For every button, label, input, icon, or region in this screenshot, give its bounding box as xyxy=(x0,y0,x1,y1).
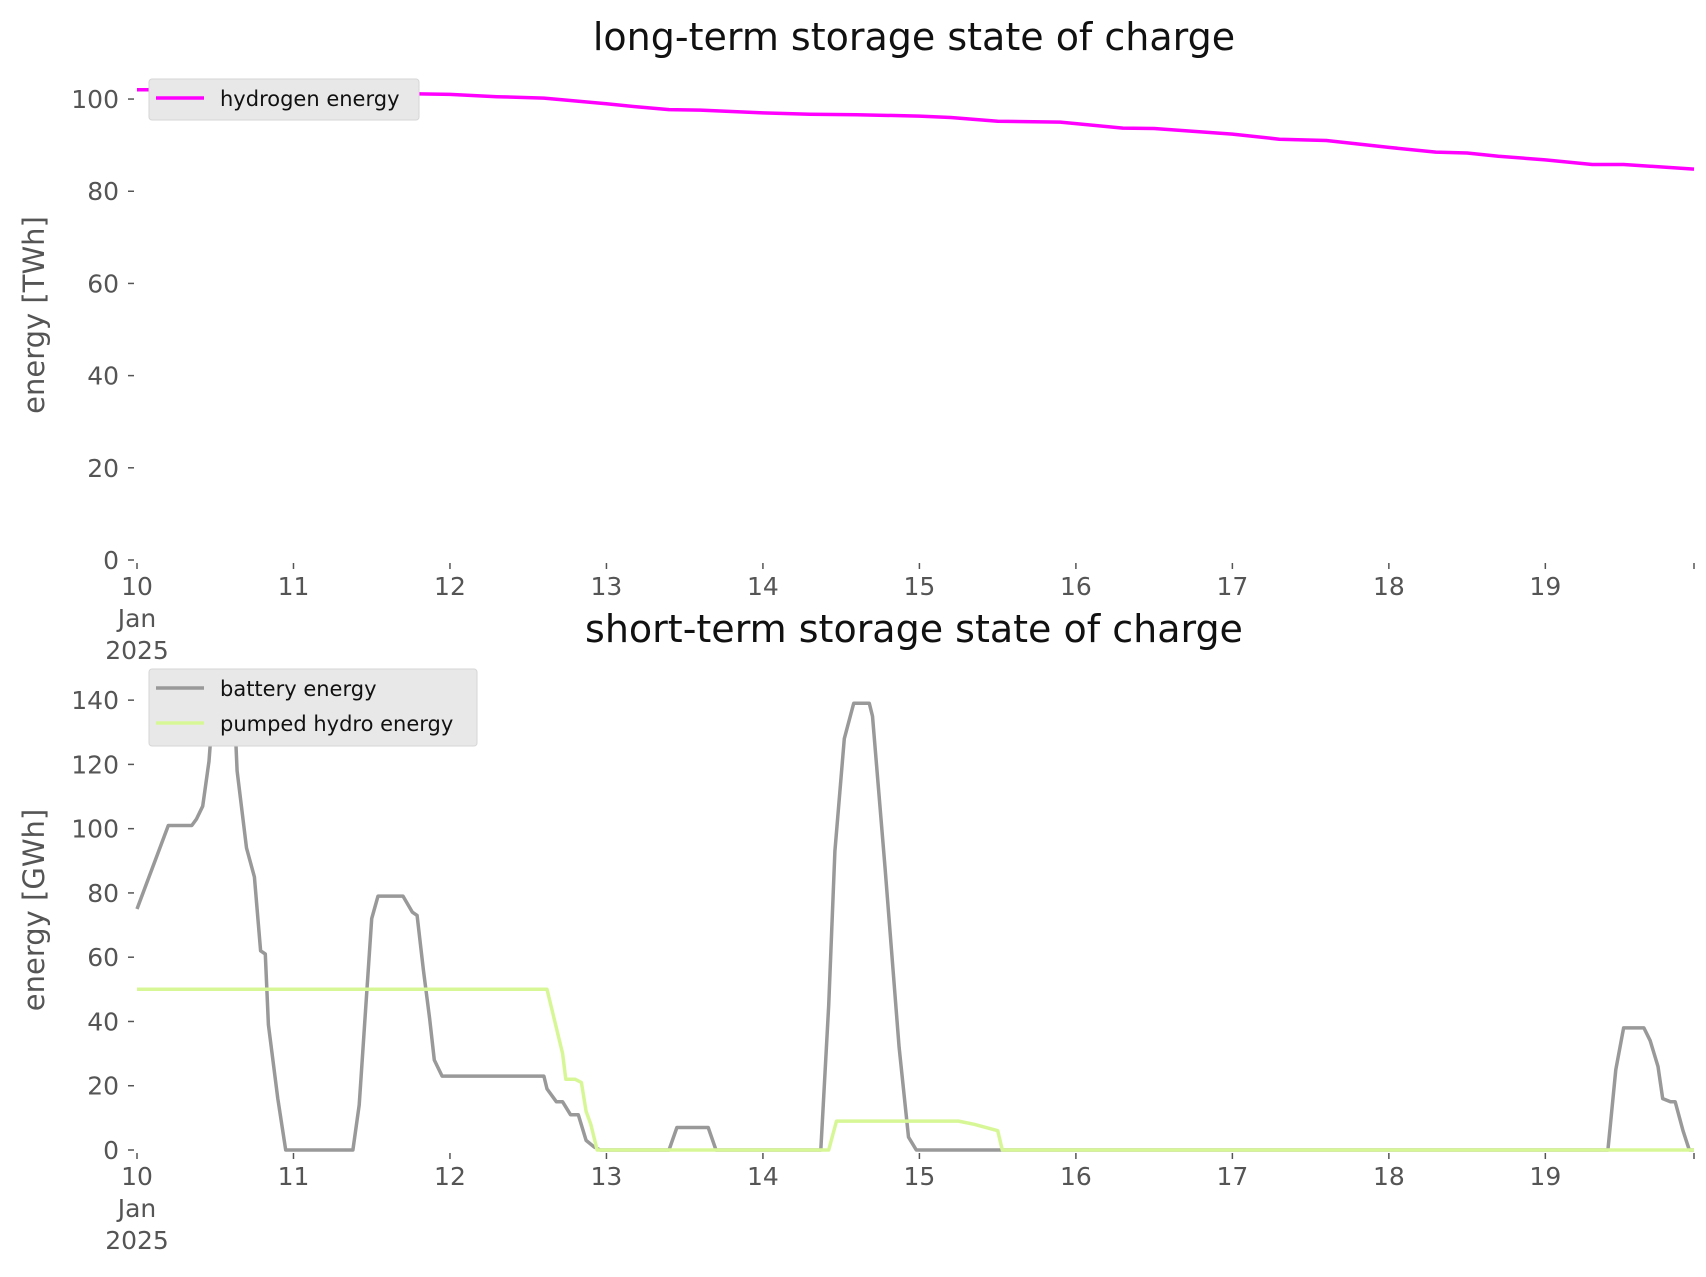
legend: hydrogen energy xyxy=(148,78,420,121)
legend-box xyxy=(148,668,478,747)
legend-label-hydrogen: hydrogen energy xyxy=(220,87,400,111)
x-tick-label: 11 xyxy=(278,572,310,601)
x-tick-label: 17 xyxy=(1216,1162,1248,1191)
x-axis: 10 Jan 2025 11 12 13 14 15 16 17 18 19 xyxy=(105,1153,1695,1255)
long-term-storage-chart: long-term storage state of charge energy… xyxy=(17,15,1695,665)
y-axis-label: energy [TWh] xyxy=(17,216,51,414)
x-tick-label: 16 xyxy=(1060,1162,1092,1191)
y-axis-label: energy [GWh] xyxy=(17,809,51,1011)
legend-label-battery: battery energy xyxy=(220,677,377,701)
x-tick-label: 14 xyxy=(747,1162,779,1191)
y-axis: 0 20 40 60 80 100 xyxy=(71,85,134,575)
y-tick-label: 60 xyxy=(87,943,119,972)
x-axis: 10 Jan 2025 11 12 13 14 15 16 17 18 19 xyxy=(105,563,1695,665)
x-tick-label: 13 xyxy=(591,572,623,601)
legend-label-pumped-hydro: pumped hydro energy xyxy=(220,712,453,736)
y-tick-label: 20 xyxy=(87,454,119,483)
y-tick-label: 80 xyxy=(87,879,119,908)
y-tick-label: 100 xyxy=(71,85,119,114)
x-tick-label: 11 xyxy=(278,1162,310,1191)
y-tick-label: 140 xyxy=(71,686,119,715)
x-tick-label: 10 Jan 2025 xyxy=(105,1162,169,1255)
y-tick-label: 40 xyxy=(87,362,119,391)
chart-title: short-term storage state of charge xyxy=(585,607,1243,651)
x-tick-label: 19 xyxy=(1529,1162,1561,1191)
plot-area xyxy=(135,675,1694,1152)
x-tick-label: 17 xyxy=(1216,572,1248,601)
y-tick-label: 40 xyxy=(87,1007,119,1036)
y-tick-label: 100 xyxy=(71,815,119,844)
x-tick-label: 16 xyxy=(1060,572,1092,601)
x-tick-label: 14 xyxy=(747,572,779,601)
series-line-pumped-hydro-energy xyxy=(137,987,1694,1152)
series-line-hydrogen-energy xyxy=(137,88,1695,171)
y-tick-label: 60 xyxy=(87,269,119,298)
y-tick-label: 0 xyxy=(103,1136,119,1165)
y-tick-label: 120 xyxy=(71,750,119,779)
y-axis: 0 20 40 60 80 100 120 140 xyxy=(71,686,134,1165)
legend-box xyxy=(148,78,420,121)
x-tick-label: 13 xyxy=(591,1162,623,1191)
legend: battery energy pumped hydro energy xyxy=(148,668,478,747)
x-tick-label: 12 xyxy=(434,1162,466,1191)
x-tick-label: 19 xyxy=(1529,572,1561,601)
x-tick-label: 15 xyxy=(904,1162,936,1191)
x-tick-label: 18 xyxy=(1373,572,1405,601)
y-tick-label: 0 xyxy=(103,546,119,575)
plot-area xyxy=(137,88,1695,171)
short-term-storage-chart: short-term storage state of charge energ… xyxy=(17,607,1695,1255)
x-tick-label: 15 xyxy=(904,572,936,601)
x-tick-label: 18 xyxy=(1373,1162,1405,1191)
y-tick-label: 80 xyxy=(87,177,119,206)
chart-title: long-term storage state of charge xyxy=(593,15,1235,59)
x-tick-label: 10 Jan 2025 xyxy=(105,572,169,665)
y-tick-label: 20 xyxy=(87,1072,119,1101)
x-tick-label: 12 xyxy=(434,572,466,601)
